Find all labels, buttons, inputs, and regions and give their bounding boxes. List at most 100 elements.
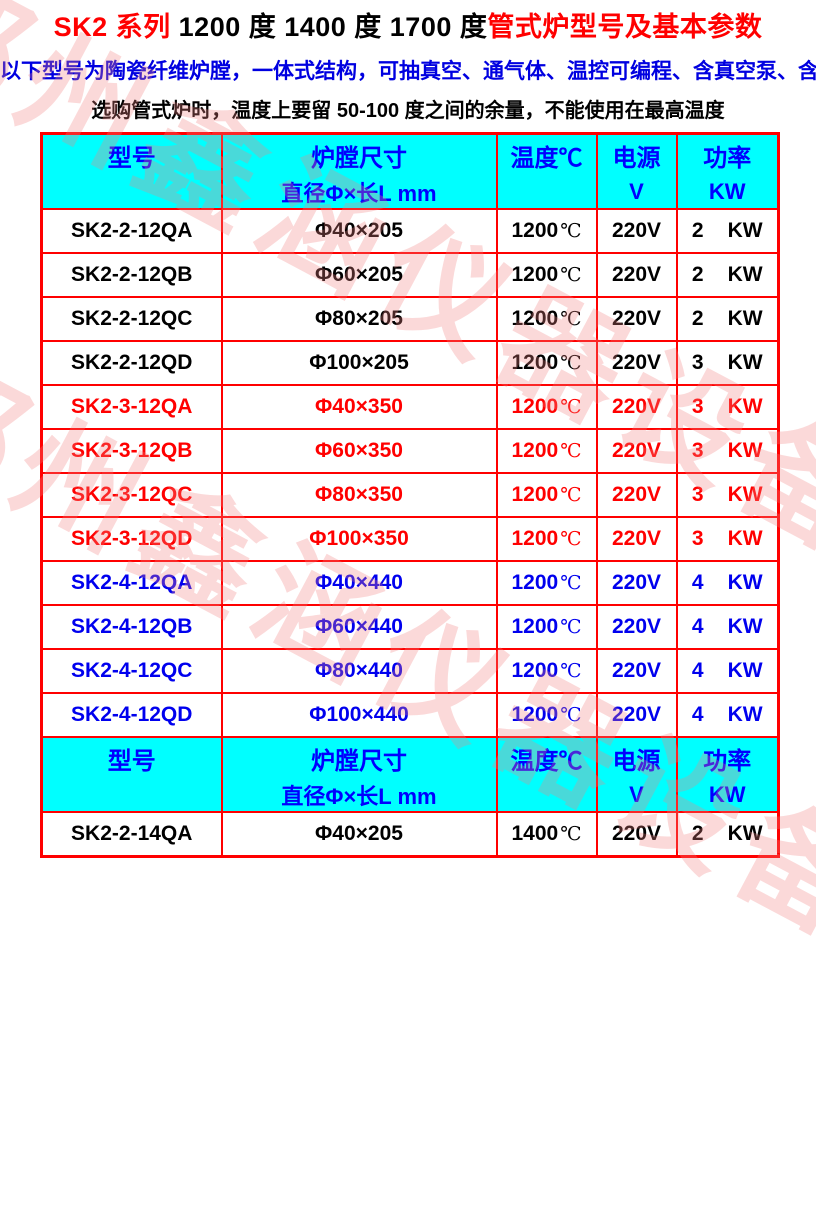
temp-value: 1200 — [511, 703, 559, 726]
power-unit: KW — [727, 219, 763, 242]
voltage-cell: 220V — [595, 384, 678, 430]
model-cell: SK2-4-12QC — [40, 648, 223, 694]
power-header-label: 功率 — [703, 747, 752, 775]
spec-row: SK2-2-12QD Φ100×205 1200 ℃ 220V 3 KW — [40, 340, 780, 386]
power-cell: 2 KW — [675, 252, 780, 298]
temp-value: 1200 — [511, 659, 559, 682]
voltage-cell: 220V — [595, 472, 678, 518]
temp-value: 1200 — [511, 395, 559, 418]
power-value: 3 — [691, 351, 704, 374]
model-header-label: 型号 — [107, 144, 156, 172]
celsius-symbol: ℃ — [560, 484, 582, 506]
voltage-cell: 220V — [595, 811, 678, 857]
power-unit: KW — [727, 483, 763, 506]
temp-value: 1200 — [511, 571, 559, 594]
temp-cell: 1200 ℃ — [495, 648, 598, 694]
power-value: 3 — [691, 527, 704, 550]
voltage-cell: 220V — [595, 604, 678, 650]
size-header-cell: 炉膛尺寸 直径Φ×长L mm — [220, 132, 498, 210]
size-cell: Φ40×205 — [220, 208, 498, 254]
power-unit: KW — [727, 571, 763, 594]
power-value: 3 — [691, 483, 704, 506]
model-cell: SK2-2-14QA — [40, 811, 223, 857]
temp-cell: 1200 ℃ — [495, 340, 598, 386]
spec-row: SK2-4-12QD Φ100×440 1200 ℃ 220V 4 KW — [40, 692, 780, 738]
model-cell: SK2-2-12QA — [40, 208, 223, 254]
celsius-symbol: ℃ — [560, 616, 582, 638]
model-header-cell: 型号 — [40, 736, 223, 813]
voltage-header-label: 电源 — [612, 144, 661, 172]
power-value: 2 — [691, 263, 704, 286]
temp-value: 1200 — [511, 615, 559, 638]
power-unit: KW — [727, 263, 763, 286]
celsius-symbol: ℃ — [560, 704, 582, 726]
power-unit: KW — [727, 821, 763, 845]
temp-cell: 1200 ℃ — [495, 560, 598, 606]
temp-header-cell: 温度℃ — [495, 736, 598, 813]
temp-value: 1200 — [511, 439, 559, 462]
spec-row: SK2-4-12QC Φ80×440 1200 ℃ 220V 4 KW — [40, 648, 780, 694]
temp-cell: 1200 ℃ — [495, 692, 598, 738]
power-header-cell: 功率 KW — [675, 132, 780, 210]
power-value: 4 — [691, 703, 704, 726]
temp-cell: 1400 ℃ — [495, 811, 598, 857]
power-unit: KW — [727, 659, 763, 682]
power-cell: 3 KW — [675, 428, 780, 474]
power-cell: 2 KW — [675, 811, 780, 857]
size-header-label: 炉膛尺寸 — [311, 747, 407, 775]
model-cell: SK2-3-12QC — [40, 472, 223, 518]
voltage-cell: 220V — [595, 208, 678, 254]
voltage-cell: 220V — [595, 692, 678, 738]
celsius-symbol: ℃ — [560, 308, 582, 330]
header-row: 型号 炉膛尺寸 直径Φ×长L mm 温度℃ 电源 V 功率 KW — [40, 736, 780, 813]
spec-row: SK2-3-12QD Φ100×350 1200 ℃ 220V 3 KW — [40, 516, 780, 562]
model-cell: SK2-2-12QB — [40, 252, 223, 298]
temp-cell: 1200 ℃ — [495, 208, 598, 254]
celsius-symbol: ℃ — [560, 528, 582, 550]
temp-value: 1200 — [511, 263, 559, 286]
spec-row: SK2-2-14QA Φ40×205 1400 ℃ 220V 2 KW — [40, 811, 780, 857]
voltage-cell: 220V — [595, 340, 678, 386]
model-cell: SK2-3-12QD — [40, 516, 223, 562]
model-cell: SK2-4-12QB — [40, 604, 223, 650]
celsius-symbol: ℃ — [560, 352, 582, 374]
temp-cell: 1200 ℃ — [495, 252, 598, 298]
celsius-symbol: ℃ — [560, 822, 582, 845]
power-cell: 3 KW — [675, 384, 780, 430]
spec-row: SK2-2-12QC Φ80×205 1200 ℃ 220V 2 KW — [40, 296, 780, 342]
spec-row: SK2-4-12QA Φ40×440 1200 ℃ 220V 4 KW — [40, 560, 780, 606]
power-cell: 3 KW — [675, 516, 780, 562]
power-header-label: 功率 — [703, 144, 752, 172]
power-cell: 3 KW — [675, 340, 780, 386]
size-cell: Φ60×350 — [220, 428, 498, 474]
power-value: 4 — [691, 659, 704, 682]
power-value: 2 — [691, 219, 704, 242]
voltage-cell: 220V — [595, 648, 678, 694]
temp-cell: 1200 ℃ — [495, 516, 598, 562]
model-cell: SK2-4-12QA — [40, 560, 223, 606]
size-header-cell: 炉膛尺寸 直径Φ×长L mm — [220, 736, 498, 813]
power-unit: KW — [727, 615, 763, 638]
spec-row: SK2-3-12QA Φ40×350 1200 ℃ 220V 3 KW — [40, 384, 780, 430]
spec-row: SK2-2-12QB Φ60×205 1200 ℃ 220V 2 KW — [40, 252, 780, 298]
voltage-cell: 220V — [595, 252, 678, 298]
spec-row: SK2-3-12QC Φ80×350 1200 ℃ 220V 3 KW — [40, 472, 780, 518]
power-value: 2 — [691, 307, 704, 330]
temp-cell: 1200 ℃ — [495, 604, 598, 650]
voltage-header-label: 电源 — [612, 747, 661, 775]
model-cell: SK2-2-12QD — [40, 340, 223, 386]
voltage-cell: 220V — [595, 428, 678, 474]
size-header-label: 炉膛尺寸 — [311, 144, 407, 172]
celsius-symbol: ℃ — [560, 572, 582, 594]
model-header-cell: 型号 — [40, 132, 223, 210]
temp-cell: 1200 ℃ — [495, 296, 598, 342]
voltage-header-unit: V — [629, 781, 644, 807]
temp-value: 1200 — [511, 219, 559, 242]
power-value: 3 — [691, 439, 704, 462]
size-cell: Φ100×350 — [220, 516, 498, 562]
power-unit: KW — [727, 439, 763, 462]
power-cell: 4 KW — [675, 604, 780, 650]
temp-value: 1200 — [511, 527, 559, 550]
celsius-symbol: ℃ — [560, 264, 582, 286]
model-header-label: 型号 — [107, 747, 156, 775]
